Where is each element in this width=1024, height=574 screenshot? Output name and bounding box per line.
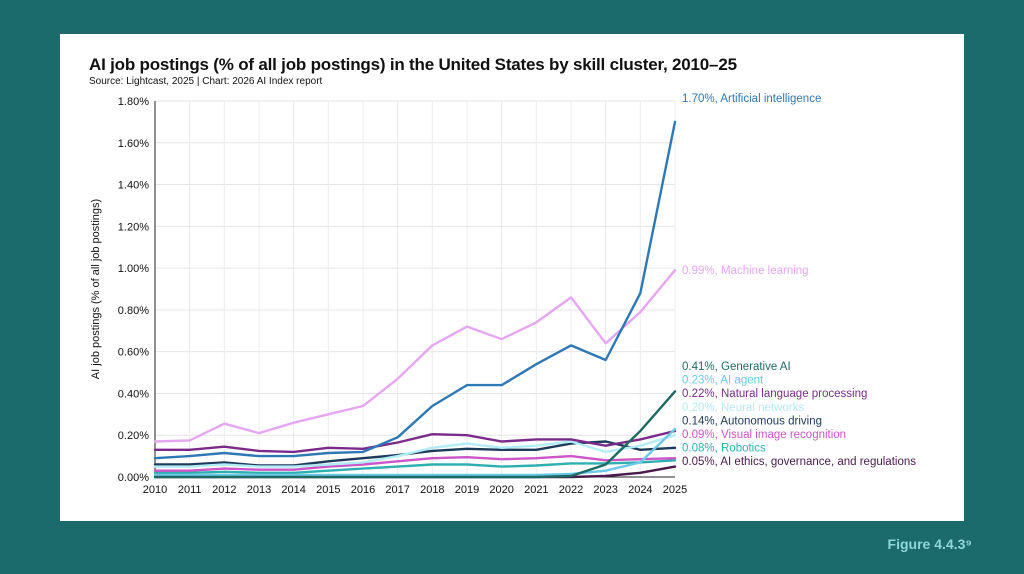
end-label-neural-networks: 0.20%, Neural networks — [682, 402, 804, 414]
y-tick-label: 1.40% — [118, 180, 149, 192]
series-line-neural-networks — [153, 434, 677, 468]
series-line-artificial-intelligence — [153, 120, 677, 460]
series-line-natural-language-processing — [153, 429, 677, 454]
y-tick-label: 0.40% — [118, 388, 149, 400]
end-label-robotics: 0.08%, Robotics — [682, 443, 766, 455]
x-tick-label: 2015 — [316, 484, 340, 496]
series-line-robotics — [153, 459, 677, 474]
x-tick-label: 2019 — [455, 484, 479, 496]
y-tick-label: 1.80% — [118, 96, 149, 108]
figure-label: Figure 4.4.3⁹ — [887, 536, 972, 552]
x-tick-label: 2022 — [559, 484, 583, 496]
series-line-ai-agent — [153, 427, 677, 477]
y-tick-label: 0.80% — [118, 305, 149, 317]
y-tick-label: 0.20% — [118, 430, 149, 442]
end-label-natural-language-processing: 0.22%, Natural language processing — [682, 388, 867, 400]
x-tick-label: 2020 — [489, 484, 513, 496]
x-tick-label: 2012 — [212, 484, 236, 496]
end-label-ai-ethics-governance-and-regulations: 0.05%, AI ethics, governance, and regula… — [682, 456, 916, 468]
end-label-layer: 1.70%, Artificial intelligence 0.99%, Mac… — [682, 93, 916, 468]
x-tick-label: 2018 — [420, 484, 444, 496]
end-label-ai-agent: 0.23%, AI agent — [682, 375, 764, 387]
x-tick-label: 2013 — [247, 484, 271, 496]
end-label-artificial-intelligence: 1.70%, Artificial intelligence — [682, 93, 821, 105]
series-line-generative-ai — [153, 390, 677, 479]
chart-card: AI job postings (% of all job postings) … — [60, 34, 964, 521]
x-tick-label: 2017 — [385, 484, 409, 496]
end-label-generative-ai: 0.41%, Generative AI — [682, 361, 791, 373]
x-tick-label: 2011 — [178, 484, 202, 496]
y-tick-label: 1.20% — [118, 221, 149, 233]
end-label-autonomous-driving: 0.14%, Autonomous driving — [682, 415, 822, 427]
x-tick-label: 2023 — [593, 484, 617, 496]
y-tick-label: 1.60% — [118, 138, 149, 150]
x-tick-label: 2021 — [524, 484, 548, 496]
line-chart: 0.00% 0.20% 0.40% 0.60% 0.80% 1.00% 1.20% 1.40%… — [90, 93, 916, 496]
y-axis-title: AI job postings (% of all job postings) — [90, 199, 102, 379]
end-label-visual-image-recognition: 0.09%, Visual image recognition — [682, 429, 846, 441]
y-tick-label: 0.00% — [118, 472, 149, 484]
series-line-machine-learning — [153, 269, 677, 443]
axis-layer: 0.00% 0.20% 0.40% 0.60% 0.80% 1.00% 1.20% 1.40%… — [90, 96, 687, 496]
x-tick-label: 2010 — [143, 484, 167, 496]
x-tick-label: 2016 — [351, 484, 375, 496]
y-tick-label: 0.60% — [118, 347, 149, 359]
chart-title: AI job postings (% of all job postings) … — [89, 55, 737, 74]
x-tick-label: 2024 — [628, 484, 652, 496]
x-tick-label: 2025 — [663, 484, 687, 496]
x-tick-label: 2014 — [281, 484, 305, 496]
series-layer — [153, 120, 677, 479]
end-label-machine-learning: 0.99%, Machine learning — [682, 265, 809, 277]
chart-subtitle: Source: Lightcast, 2025 | Chart: 2026 AI… — [89, 76, 323, 87]
y-tick-label: 1.00% — [118, 263, 149, 275]
series-line-visual-image-recognition — [153, 454, 677, 472]
